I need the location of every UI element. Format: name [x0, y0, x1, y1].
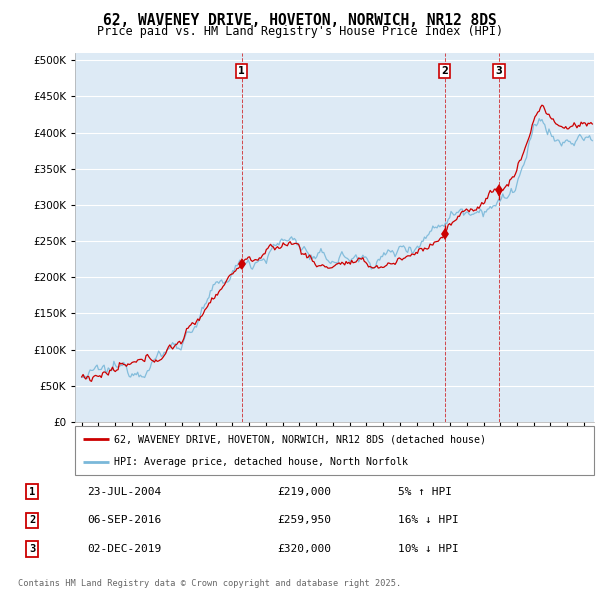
Text: £320,000: £320,000 [277, 545, 331, 554]
Text: 3: 3 [29, 545, 35, 554]
Text: 2: 2 [441, 66, 448, 76]
Text: 2: 2 [29, 516, 35, 526]
FancyBboxPatch shape [75, 426, 594, 475]
Text: 10% ↓ HPI: 10% ↓ HPI [398, 545, 458, 554]
Text: 1: 1 [238, 66, 245, 76]
Text: 23-JUL-2004: 23-JUL-2004 [87, 487, 161, 497]
Text: £219,000: £219,000 [277, 487, 331, 497]
Text: 5% ↑ HPI: 5% ↑ HPI [398, 487, 452, 497]
Text: Price paid vs. HM Land Registry's House Price Index (HPI): Price paid vs. HM Land Registry's House … [97, 25, 503, 38]
Text: 3: 3 [496, 66, 502, 76]
Text: 02-DEC-2019: 02-DEC-2019 [87, 545, 161, 554]
Text: 06-SEP-2016: 06-SEP-2016 [87, 516, 161, 526]
Text: 62, WAVENEY DRIVE, HOVETON, NORWICH, NR12 8DS: 62, WAVENEY DRIVE, HOVETON, NORWICH, NR1… [103, 13, 497, 28]
Text: Contains HM Land Registry data © Crown copyright and database right 2025.
This d: Contains HM Land Registry data © Crown c… [18, 579, 401, 590]
Text: £259,950: £259,950 [277, 516, 331, 526]
Text: 1: 1 [29, 487, 35, 497]
Text: HPI: Average price, detached house, North Norfolk: HPI: Average price, detached house, Nort… [114, 457, 408, 467]
Text: 62, WAVENEY DRIVE, HOVETON, NORWICH, NR12 8DS (detached house): 62, WAVENEY DRIVE, HOVETON, NORWICH, NR1… [114, 434, 486, 444]
Text: 16% ↓ HPI: 16% ↓ HPI [398, 516, 458, 526]
